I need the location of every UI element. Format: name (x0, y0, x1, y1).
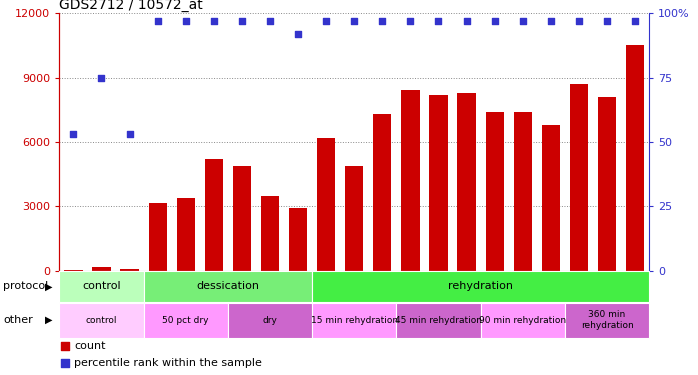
Text: 50 pct dry: 50 pct dry (163, 316, 209, 324)
Bar (121, 270, 139, 271)
Point (573, 18, 584, 24)
Text: dessication: dessication (196, 281, 260, 291)
Text: rehydration: rehydration (448, 281, 513, 291)
Point (377, 18, 388, 24)
Bar (144, 271, 312, 302)
Bar (542, 125, 560, 271)
Point (461, 18, 472, 24)
Bar (481, 303, 565, 338)
Text: protocol: protocol (3, 281, 49, 291)
Point (348, 18, 359, 24)
Bar (486, 112, 504, 271)
Bar (289, 209, 307, 271)
Text: 15 min rehydration: 15 min rehydration (311, 316, 398, 324)
Bar (429, 95, 447, 271)
Bar (570, 84, 588, 271)
Point (59, 360, 70, 366)
Text: dry: dry (262, 316, 277, 324)
Bar (514, 112, 532, 271)
Text: ▶: ▶ (45, 315, 52, 325)
Text: 360 min
rehydration: 360 min rehydration (581, 310, 633, 330)
Text: control: control (86, 316, 117, 324)
Bar (228, 303, 312, 338)
Bar (626, 45, 644, 271)
Point (433, 18, 444, 24)
Bar (59, 271, 144, 302)
Bar (317, 138, 335, 271)
Bar (401, 90, 419, 271)
Point (265, 18, 276, 24)
Bar (565, 303, 649, 338)
Bar (92, 267, 110, 271)
Bar (177, 198, 195, 271)
Point (602, 18, 613, 24)
Bar (149, 203, 167, 271)
Bar (59, 303, 144, 338)
Point (292, 31, 304, 37)
Bar (261, 196, 279, 271)
Bar (457, 93, 476, 271)
Point (208, 18, 219, 24)
Text: GDS2712 / 10572_at: GDS2712 / 10572_at (59, 0, 203, 12)
Bar (598, 97, 616, 271)
Bar (345, 165, 364, 271)
Text: other: other (3, 315, 34, 325)
Point (237, 18, 248, 24)
Point (489, 18, 500, 24)
Point (517, 18, 528, 24)
Point (320, 18, 332, 24)
Bar (232, 165, 251, 271)
Text: count: count (74, 341, 105, 351)
Point (545, 18, 556, 24)
Point (630, 18, 641, 24)
Point (96, 75, 107, 81)
Text: 90 min rehydration: 90 min rehydration (480, 316, 566, 324)
Text: ▶: ▶ (45, 281, 52, 291)
Bar (144, 303, 228, 338)
Point (124, 131, 135, 137)
Bar (373, 114, 392, 271)
Point (405, 18, 416, 24)
Bar (396, 303, 481, 338)
Bar (312, 303, 396, 338)
Point (152, 18, 163, 24)
Bar (205, 159, 223, 271)
Point (68, 131, 79, 137)
Bar (312, 271, 649, 302)
Text: percentile rank within the sample: percentile rank within the sample (74, 358, 262, 368)
Point (180, 18, 191, 24)
Text: 45 min rehydration: 45 min rehydration (395, 316, 482, 324)
Bar (64, 270, 82, 271)
Point (59, 343, 70, 349)
Text: control: control (82, 281, 121, 291)
